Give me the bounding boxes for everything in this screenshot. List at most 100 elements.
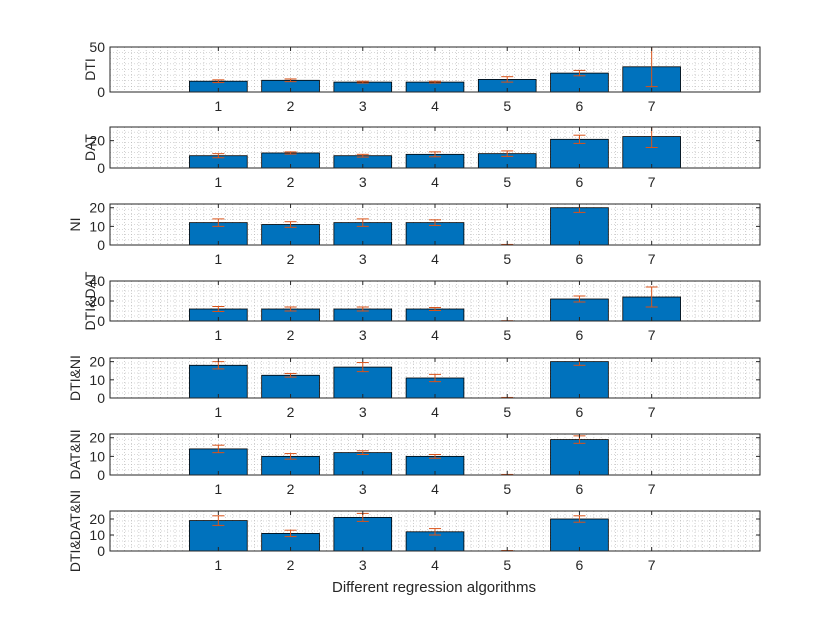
x-tick-label: 1 <box>214 251 222 267</box>
y-tick-label: 0 <box>97 160 105 176</box>
x-tick-label: 5 <box>503 557 511 573</box>
errorbar-4 <box>429 528 441 536</box>
errorbar-1 <box>212 79 225 84</box>
errorbar-3 <box>356 306 369 312</box>
y-axis-label: NI <box>67 218 83 232</box>
subplot-3: 1 2 3 4 5 6 7 0 10 20 NI <box>67 200 761 267</box>
x-tick-label: 4 <box>431 98 439 114</box>
x-tick-label: 5 <box>503 98 511 114</box>
x-tick-label: 2 <box>287 404 295 420</box>
y-tick-label: 10 <box>89 448 105 464</box>
x-tick-label: 3 <box>359 557 367 573</box>
y-tick-label: 20 <box>89 200 105 216</box>
y-tick-label: 20 <box>89 354 105 370</box>
errorbar-3 <box>356 80 369 84</box>
x-tick-label: 3 <box>359 98 367 114</box>
y-axis-label: DTI&DAT&NI <box>67 490 83 572</box>
subplot-1: 1 2 3 4 5 6 7 0 50 DTI <box>82 39 761 114</box>
x-tick-label: 4 <box>431 327 439 343</box>
bar-6 <box>550 518 609 552</box>
x-tick-label: 3 <box>359 481 367 497</box>
y-tick-label: 0 <box>97 390 105 406</box>
x-tick-label: 6 <box>576 481 584 497</box>
y-tick-label: 10 <box>89 527 105 543</box>
y-tick-label: 20 <box>89 133 105 149</box>
x-tick-label: 6 <box>576 174 584 190</box>
x-tick-label: 1 <box>214 557 222 573</box>
bar-6 <box>550 138 609 169</box>
x-tick-label: 7 <box>648 174 656 190</box>
subplot-6: 1 2 3 4 5 6 7 0 10 20 DAT&NI <box>67 429 761 497</box>
x-tick-label: 3 <box>359 404 367 420</box>
errorbar-4 <box>429 80 441 84</box>
subplot-5: 1 2 3 4 5 6 7 0 10 20 DTI&NI <box>67 354 761 420</box>
x-tick-label: 7 <box>648 251 656 267</box>
figure-xlabel: Different regression algorithms <box>332 579 536 596</box>
x-tick-label: 1 <box>214 327 222 343</box>
x-tick-label: 1 <box>214 404 222 420</box>
bar-6 <box>550 361 609 399</box>
x-tick-label: 6 <box>576 327 584 343</box>
grid <box>110 204 760 245</box>
x-tick-label: 2 <box>287 481 295 497</box>
x-tick-label: 7 <box>648 327 656 343</box>
y-axis-label: DTI <box>82 58 98 81</box>
y-tick-label: 0 <box>97 543 105 559</box>
x-tick-label: 4 <box>431 557 439 573</box>
errorbar-2 <box>284 78 297 83</box>
x-tick-label: 2 <box>287 251 295 267</box>
y-tick-label: 0 <box>97 313 105 329</box>
errorbar-6 <box>573 134 586 144</box>
x-tick-label: 2 <box>287 98 295 114</box>
errorbar-4 <box>429 454 441 459</box>
errorbar-2 <box>284 306 297 312</box>
errorbar-3 <box>356 218 369 227</box>
x-tick-label: 1 <box>214 174 222 190</box>
y-tick-label: 0 <box>97 237 105 253</box>
errorbar-6 <box>573 69 586 77</box>
x-tick-label: 4 <box>431 404 439 420</box>
errorbar-6 <box>573 295 586 303</box>
x-tick-label: 7 <box>648 557 656 573</box>
errorbar-2 <box>284 372 297 378</box>
errorbar-7 <box>645 286 658 308</box>
x-tick-label: 3 <box>359 327 367 343</box>
errorbar-2 <box>284 453 297 460</box>
bar-3 <box>333 366 393 399</box>
errorbar-1 <box>212 218 225 227</box>
errorbar-2 <box>284 151 297 155</box>
x-tick-label: 6 <box>576 98 584 114</box>
bar-1 <box>189 448 248 476</box>
x-tick-label: 5 <box>503 174 511 190</box>
y-tick-label: 10 <box>89 218 105 234</box>
x-tick-label: 3 <box>359 174 367 190</box>
y-tick-label: 20 <box>89 430 105 446</box>
errorbar-1 <box>212 444 225 454</box>
x-tick-label: 5 <box>503 404 511 420</box>
y-axis-label: DAT <box>82 134 98 161</box>
errorbar-4 <box>429 307 441 311</box>
errorbar-3 <box>356 362 369 373</box>
errorbar-4 <box>429 219 441 226</box>
x-tick-label: 4 <box>431 174 439 190</box>
y-tick-label: 40 <box>89 273 105 289</box>
x-tick-label: 6 <box>576 557 584 573</box>
x-tick-label: 1 <box>214 98 222 114</box>
bar-6 <box>550 207 609 246</box>
errorbar-1 <box>212 153 225 159</box>
errorbar-5 <box>501 76 514 83</box>
x-tick-label: 3 <box>359 251 367 267</box>
bar-3 <box>333 517 393 552</box>
y-tick-label: 0 <box>97 84 105 100</box>
x-tick-label: 4 <box>431 481 439 497</box>
x-tick-label: 7 <box>648 98 656 114</box>
y-axis-label: DTI&NI <box>67 355 83 401</box>
x-tick-label: 6 <box>576 404 584 420</box>
bar-6 <box>550 439 609 476</box>
errorbar-6 <box>573 515 586 523</box>
errorbar-3 <box>356 450 369 455</box>
x-tick-label: 2 <box>287 557 295 573</box>
y-tick-label: 20 <box>89 511 105 527</box>
